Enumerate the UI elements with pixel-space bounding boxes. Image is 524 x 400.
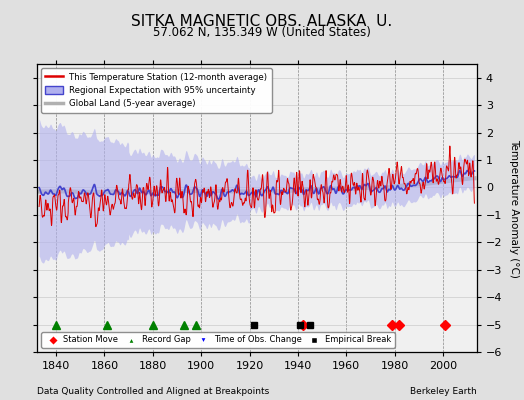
Text: Berkeley Earth: Berkeley Earth: [410, 387, 477, 396]
Text: SITKA MAGNETIC OBS. ALASKA  U.: SITKA MAGNETIC OBS. ALASKA U.: [132, 14, 392, 29]
Legend: Station Move, Record Gap, Time of Obs. Change, Empirical Break: Station Move, Record Gap, Time of Obs. C…: [41, 332, 395, 348]
Y-axis label: Temperature Anomaly (°C): Temperature Anomaly (°C): [509, 138, 519, 278]
Text: 57.062 N, 135.349 W (United States): 57.062 N, 135.349 W (United States): [153, 26, 371, 39]
Text: Data Quality Controlled and Aligned at Breakpoints: Data Quality Controlled and Aligned at B…: [37, 387, 269, 396]
